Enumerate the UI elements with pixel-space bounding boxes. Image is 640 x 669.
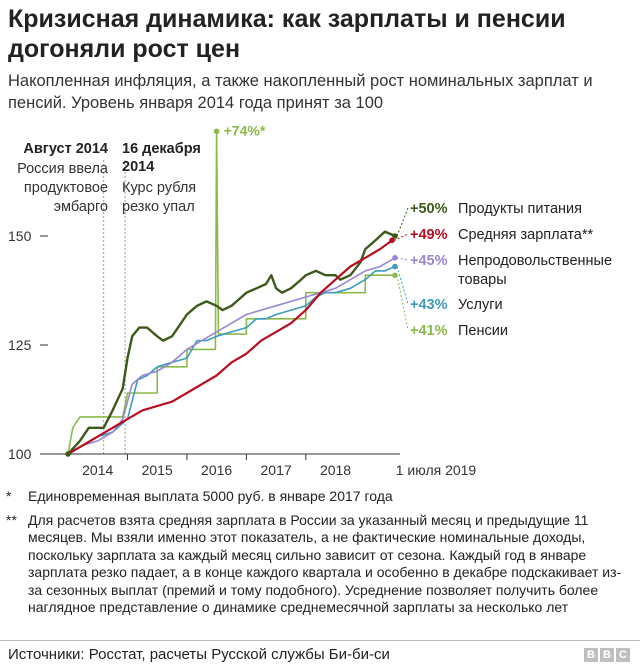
end-label-nonfood-name1: Непродовольственные [458,253,612,269]
end-label-nonfood-value: +45% [410,253,448,269]
x-tick-label: 2014 [82,462,113,478]
bbc-logo-block-2: B [600,648,614,662]
end-label-pensions-value: +41% [410,323,448,339]
series-line-wage [66,239,394,456]
end-label-nonfood-name2: товары [458,272,507,288]
annotation-dec-2014-line1: Курс рубля [122,180,196,196]
series-leader-pensions [396,275,409,331]
end-label-pensions-name: Пенсии [458,323,508,339]
end-label-nonfood: +45% Непродовольственные товары [410,253,612,288]
y-ticks: 100 125 150 [8,228,48,462]
series-layer [65,128,409,457]
end-label-pensions: +41% Пенсии [410,323,508,339]
y-tick-label: 150 [8,228,32,244]
footnote-2-text: Для расчетов взята средняя зарплата в Ро… [28,511,622,616]
y-tick-label: 125 [8,337,32,353]
annotation-spike-label: +74%* [224,122,266,138]
footnotes: * Единовременная выплата 5000 руб. в янв… [6,488,632,623]
end-label-wage: +49% Средняя зарплата** [410,227,594,243]
annotation-aug-2014-line3: эмбарго [54,199,108,215]
footnote-1: * Единовременная выплата 5000 руб. в янв… [6,488,632,506]
series-start-dot [65,451,71,457]
footnote-1-mark: * [6,488,12,504]
annotation-dec-2014-title2: 2014 [122,159,154,175]
series-end-dot-services [392,263,398,270]
series-leader-wage [393,233,409,241]
footnote-2-mark: ** [6,511,17,528]
x-tick-label: 2017 [261,462,292,478]
end-label-wage-name: Средняя зарплата** [458,227,594,243]
y-tick-label: 100 [8,446,32,462]
series-leader-nonfood [396,257,409,261]
footnote-2: ** Для расчетов взята средняя зарплата в… [6,512,632,617]
annotation-dec-2014-title1: 16 декабря [122,141,201,157]
series-line-pensions [67,130,396,455]
series-line-nonfood [67,257,396,455]
series-end-dot-pensions [392,272,398,279]
annotation-dec-2014-line2: резко упал [122,199,195,215]
x-tick-label: 2015 [142,462,173,478]
series-line-services [67,265,396,455]
end-label-services-name: Услуги [458,297,503,313]
bbc-logo: B B C [584,648,630,662]
series-peak-dot-pensions [213,128,220,135]
line-chart: 2014 2015 2016 2017 2018 1 июля 2019 100 125 15… [8,122,612,478]
x-tick-label: 1 июля 2019 [396,462,477,478]
source-text: Источники: Росстат, расчеты Русской служ… [8,646,390,663]
end-label-services-value: +43% [410,297,448,313]
end-label-services: +43% Услуги [410,297,503,313]
annotation-aug-2014-line2: продуктовое [24,180,108,196]
series-end-dot-food [392,233,398,239]
series-line-food [66,230,397,456]
end-label-food-value: +50% [410,201,448,217]
series-end-dot-wage [389,237,395,244]
footer-divider [0,640,640,641]
series-leader-services [396,266,409,305]
annotation-aug-2014-title: Август 2014 [23,141,108,157]
end-label-wage-value: +49% [410,227,448,243]
series-leader-food [396,207,409,237]
footnote-1-text: Единовременная выплата 5000 руб. в январ… [28,488,393,504]
series-end-dot-nonfood [392,255,398,261]
end-label-food: +50% Продукты питания [410,201,582,217]
end-label-food-name: Продукты питания [458,201,582,217]
x-tick-label: 2018 [320,462,351,478]
bbc-logo-block-1: B [584,648,598,662]
x-ticks: 2014 2015 2016 2017 2018 1 июля 2019 [82,454,476,478]
bbc-logo-block-3: C [616,648,630,662]
x-tick-label: 2016 [201,462,232,478]
page-subtitle: Накопленная инфляция, а также накопленны… [8,72,593,112]
annotation-aug-2014-line1: Россия ввела [17,161,109,177]
page-title: Кризисная динамика: как зарплаты и пенси… [8,5,566,63]
